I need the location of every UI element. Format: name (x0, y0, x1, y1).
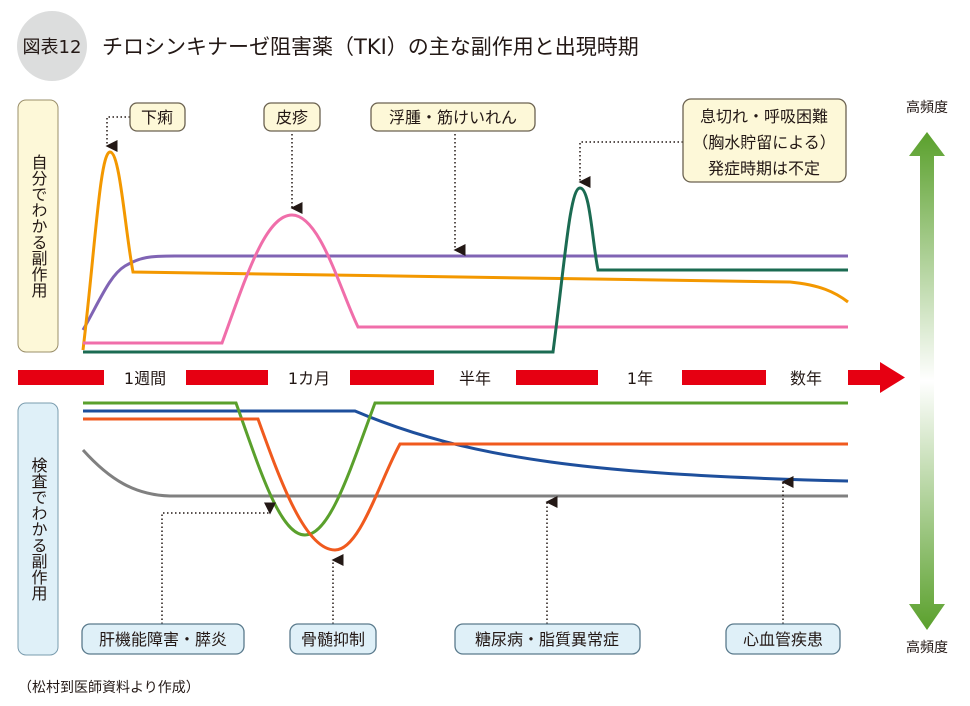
callout-cardiovascular-box (725, 623, 841, 655)
curve-dyspnea (83, 186, 848, 354)
timeline-1month: 1カ月 (288, 369, 330, 388)
curve-liver (83, 401, 848, 537)
bottom-panel-label: 検査でわかる副作用 (29, 457, 48, 602)
figure-title: チロシンキナーゼ阻害薬（TKI）の主な副作用と出現時期 (102, 35, 639, 59)
timeline-years: 数年 (790, 369, 822, 388)
callout-metabolic: 糖尿病・脂質異常症 (475, 630, 619, 649)
curve-bone-marrow (83, 417, 848, 552)
curve-diarrhea (81, 150, 849, 351)
top-panel-label: 自分でわかる副作用 (29, 154, 48, 299)
callout-edema-box (370, 102, 536, 132)
source-note: （松村到医師資料より作成） (18, 680, 200, 696)
callout-bone-marrow-box (289, 623, 377, 655)
callout-liver: 肝機能障害・膵炎 (99, 630, 227, 649)
callout-edema: 浮腫・筋けいれん (389, 108, 517, 127)
callout-diarrhea-box (129, 102, 186, 132)
callout-cardiovascular: 心血管疾患 (743, 630, 823, 649)
callout-metabolic-box (454, 623, 641, 655)
timeline-1week: 1週間 (124, 369, 166, 388)
callout-dyspnea-line2: （胸水貯留による） (692, 133, 836, 152)
frequency-top-label: 高頻度 (906, 99, 948, 116)
callout-liver-box (81, 623, 245, 655)
figure-badge: 図表12 (23, 37, 82, 58)
callout-dyspnea-line3: 発症時期は不定 (708, 159, 820, 178)
top-panel-label-box (17, 99, 59, 353)
timeline-arrow (18, 362, 905, 393)
curve-metabolic (81, 448, 848, 498)
timeline-1year: 1年 (627, 369, 653, 388)
callout-bone-marrow: 骨髄抑制 (301, 630, 365, 649)
frequency-bottom-label: 高頻度 (906, 639, 948, 656)
timeline-halfyear: 半年 (459, 369, 491, 388)
callout-rash-box (263, 102, 321, 132)
callout-dyspnea-box (682, 98, 847, 183)
curve-cardiovascular (83, 409, 849, 483)
curve-edema (81, 254, 848, 331)
callout-diarrhea: 下痢 (141, 108, 173, 127)
badge-circle (17, 11, 87, 81)
frequency-arrow (909, 132, 945, 630)
bottom-panel-label-box (17, 402, 59, 656)
callout-rash: 皮疹 (276, 108, 308, 127)
curve-rash (83, 213, 848, 345)
callout-dyspnea-line1: 息切れ・呼吸困難 (700, 107, 828, 126)
